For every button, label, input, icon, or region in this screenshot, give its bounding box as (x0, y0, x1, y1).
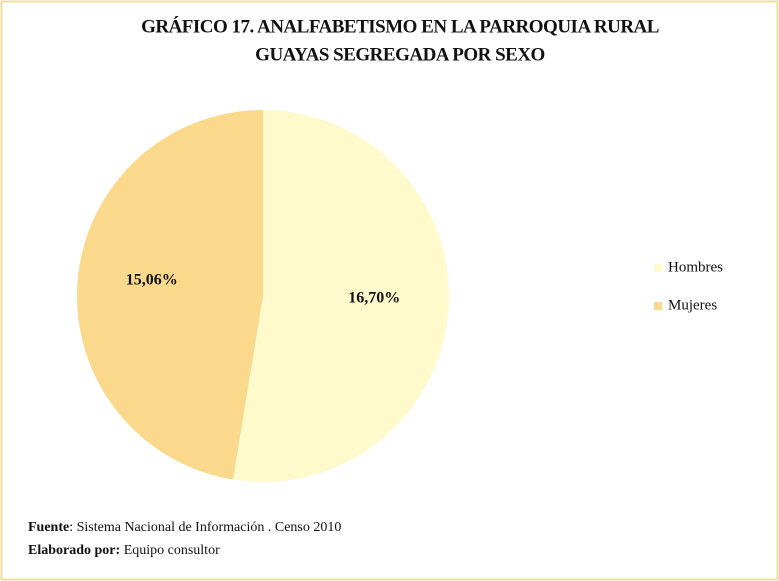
value-label: 15,06% (126, 272, 178, 289)
legend-swatch (654, 302, 662, 310)
legend-swatch (654, 264, 662, 272)
legend-label: Mujeres (668, 297, 717, 313)
chart-title: GUAYAS SEGREGADA POR SEXO (255, 44, 545, 65)
value-label: 16,70% (348, 290, 400, 307)
legend-label: Hombres (668, 259, 723, 275)
pie-slice (77, 110, 263, 480)
pie-slice (232, 110, 450, 482)
chart-title: GRÁFICO 17. ANALFABETISMO EN LA PARROQUI… (141, 15, 659, 37)
source: Fuente: Sistema Nacional de Información … (28, 520, 341, 535)
author: Elaborado por: Equipo consultor (28, 543, 220, 558)
